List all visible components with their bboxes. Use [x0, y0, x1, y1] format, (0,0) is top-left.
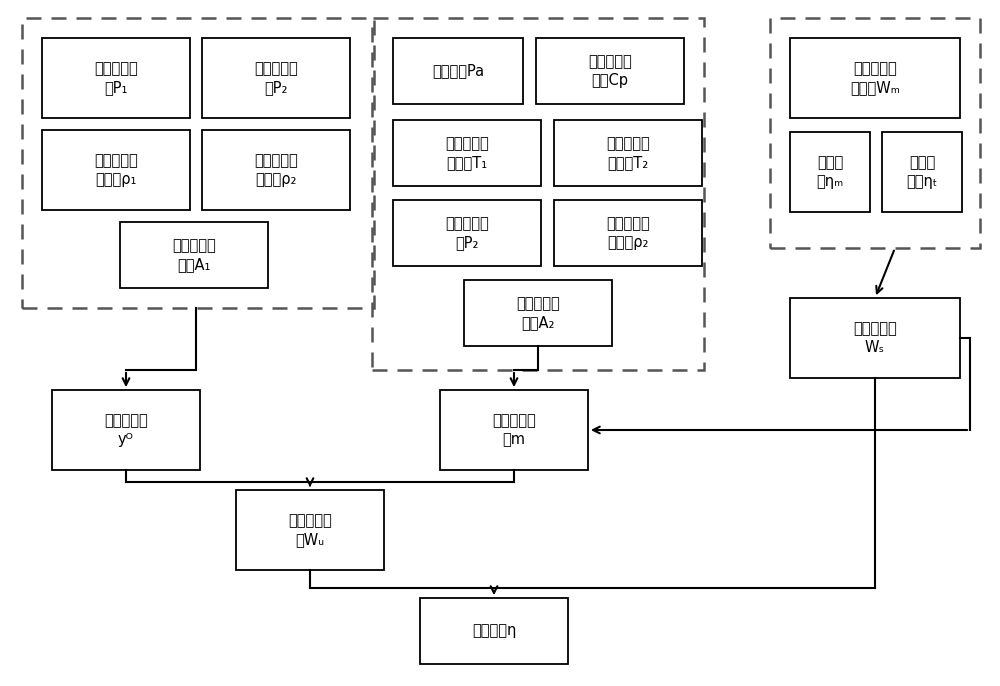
Text: 风机进口空
气密度ρ₁: 风机进口空 气密度ρ₁ — [94, 153, 138, 187]
Bar — [22, 18, 374, 308]
Bar — [52, 390, 200, 470]
Text: 风机进口绝
对温度T₁: 风机进口绝 对温度T₁ — [445, 137, 489, 170]
Bar — [882, 132, 962, 212]
Bar — [790, 298, 960, 378]
Text: 风机出口空
气密度ρ₂: 风机出口空 气密度ρ₂ — [254, 153, 298, 187]
Text: 空气质量功
yᴼ: 空气质量功 yᴼ — [104, 413, 148, 447]
Bar — [440, 390, 588, 470]
Bar — [42, 130, 190, 210]
Bar — [554, 120, 702, 186]
Bar — [393, 120, 541, 186]
Text: 空气定压比
热容Cp: 空气定压比 热容Cp — [588, 54, 632, 88]
Bar — [42, 38, 190, 118]
Bar — [393, 200, 541, 266]
Text: 风机入口静
压P₁: 风机入口静 压P₁ — [94, 61, 138, 95]
Bar — [790, 132, 870, 212]
Bar — [420, 598, 568, 664]
Text: 电机效
率ηₘ: 电机效 率ηₘ — [816, 155, 844, 189]
Text: 风机出口绝
对温度T₂: 风机出口绝 对温度T₂ — [606, 137, 650, 170]
Text: 大气压力Pa: 大气压力Pa — [432, 64, 484, 78]
Text: 风机轴功率
Wₛ: 风机轴功率 Wₛ — [853, 321, 897, 355]
Bar — [372, 18, 704, 370]
Text: 风机入口截
面积A₁: 风机入口截 面积A₁ — [172, 238, 216, 272]
Bar — [554, 200, 702, 266]
Bar — [790, 38, 960, 118]
Bar — [770, 18, 980, 248]
Bar — [464, 280, 612, 346]
Bar — [236, 490, 384, 570]
Text: 风机出口静
压P₂: 风机出口静 压P₂ — [254, 61, 298, 95]
Bar — [202, 130, 350, 210]
Text: 风机出口静
压P₂: 风机出口静 压P₂ — [445, 216, 489, 250]
Text: 联轴器
效率ηₜ: 联轴器 效率ηₜ — [906, 155, 938, 189]
Bar — [393, 38, 523, 104]
Text: 风机空气功
率Wᵤ: 风机空气功 率Wᵤ — [288, 513, 332, 547]
Text: 风机出口空
气密度ρ₂: 风机出口空 气密度ρ₂ — [606, 216, 650, 250]
Text: 空气质量流
量m: 空气质量流 量m — [492, 413, 536, 447]
Text: 风机出口截
面积A₂: 风机出口截 面积A₂ — [516, 296, 560, 330]
Bar — [120, 222, 268, 288]
Text: 风机效率η: 风机效率η — [472, 624, 516, 639]
Bar — [202, 38, 350, 118]
Bar — [536, 38, 684, 104]
Text: 风机电机输
入功率Wₘ: 风机电机输 入功率Wₘ — [850, 61, 900, 95]
